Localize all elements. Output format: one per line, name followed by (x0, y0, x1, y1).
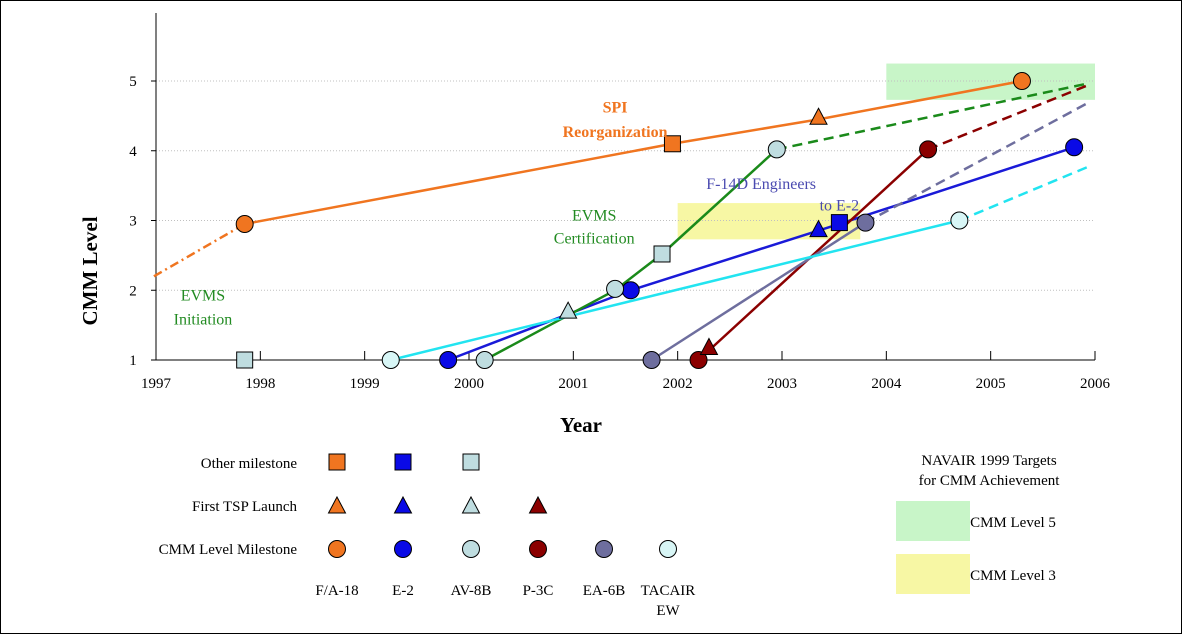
target-level3-swatch (896, 554, 970, 594)
marker-f-a-18-circle-3 (1012, 72, 1031, 90)
targets-title-line1: NAVAIR 1999 Targets (921, 453, 1057, 469)
legend-col-av8b: AV-8B (451, 583, 492, 599)
marker-e-2-circle-4 (1065, 138, 1084, 157)
legend-marker-square-av-8b (462, 453, 480, 471)
legend-marker-circle-av-8b (462, 540, 480, 558)
legend-marker-circle-tacair-ew (659, 540, 677, 558)
legend-row-other-milestone: Other milestone (201, 456, 298, 472)
marker-f-a-18-square-1 (663, 135, 681, 153)
x-tick-label-2006: 2006 (1080, 376, 1111, 392)
series-line-ea-6b-1 (864, 100, 1091, 224)
series-lines (153, 79, 1091, 362)
annotation-certification-3: Certification (554, 231, 635, 248)
marker-av-8b-circle-4 (767, 140, 786, 159)
x-tick-label-1998: 1998 (245, 376, 275, 392)
annotation-reorganization-1: Reorganization (563, 124, 668, 141)
target-regions (677, 63, 1095, 240)
targets-title-line2: for CMM Achievement (919, 473, 1061, 489)
legend-markers (327, 453, 677, 558)
series-line-f-a-18-1 (244, 79, 1023, 226)
series-line-av-8b-0 (484, 148, 778, 362)
y-tick-label-2: 2 (129, 283, 137, 299)
marker-av-8b-circle-0 (475, 351, 494, 369)
legend-marker-triangle-p-3c (528, 495, 548, 514)
series-line-av-8b-1 (776, 81, 1091, 151)
annotation-evms-4: EVMS (181, 288, 225, 305)
y-tick-label-1: 1 (129, 353, 137, 369)
legend-col-p3c: P-3C (523, 583, 554, 599)
series-line-e-2-0 (447, 146, 1075, 362)
legend-col-tacair: TACAIR (641, 583, 696, 599)
legend-col-e2: E-2 (392, 583, 414, 599)
marker-p-3c-triangle-1 (699, 337, 719, 355)
marker-e-2-circle-0 (439, 351, 458, 369)
gridlines (156, 80, 1095, 291)
x-tick-label-2001: 2001 (558, 376, 588, 392)
target-region-cmm-level-3 (677, 203, 861, 240)
legend-marker-square-e-2 (394, 453, 412, 471)
legend-row-first-tsp-launch: First TSP Launch (192, 499, 298, 515)
annotation-to-e-2-7: to E-2 (820, 198, 860, 215)
marker-f-a-18-triangle-2 (809, 107, 828, 125)
marker-av-8b-square-5 (236, 351, 254, 369)
annotation-f-14d-engineers-6: F-14D Engineers (706, 176, 816, 193)
x-tick-label-2002: 2002 (663, 376, 693, 392)
x-tick-label-2005: 2005 (976, 376, 1006, 392)
annotations: SPI Reorganization EVMS Certification EVMS In… (174, 99, 860, 328)
legend-marker-circle-p-3c (529, 540, 547, 558)
x-tick-label-2000: 2000 (454, 376, 484, 392)
y-tick-label-4: 4 (129, 144, 137, 160)
marker-e-2-square-3 (830, 214, 848, 232)
marker-av-8b-circle-1 (606, 279, 625, 298)
marker-ea-6b-circle-1 (856, 213, 875, 232)
legend-col-ea6b: EA-6B (583, 583, 626, 599)
target-level3-label: CMM Level 3 (970, 568, 1056, 584)
target-level5-swatch (896, 501, 970, 541)
x-tick-label-2003: 2003 (767, 376, 797, 392)
x-tick-label-2004: 2004 (871, 376, 902, 392)
target-region-cmm-level-5 (886, 63, 1095, 100)
targets-legend: NAVAIR 1999 Targets for CMM Achievement … (896, 453, 1060, 594)
marker-tacair-ew-circle-1 (950, 211, 969, 230)
legend-col-ew: EW (656, 603, 680, 619)
series-line-tacair-ew-1 (958, 164, 1091, 222)
marker-f-a-18-circle-0 (235, 214, 254, 233)
y-axis-title: CMM Level (78, 216, 102, 325)
series-line-p-3c-1 (927, 83, 1091, 151)
legend-marker-triangle-e-2 (393, 495, 413, 514)
marker-e-2-circle-1 (621, 281, 640, 300)
marker-e-2-triangle-2 (809, 219, 828, 238)
legend-marker-triangle-av-8b (461, 495, 481, 514)
legend-marker-circle-ea-6b (595, 540, 613, 558)
x-tick-label-1997: 1997 (141, 376, 172, 392)
marker-ea-6b-circle-0 (642, 351, 661, 369)
x-tick-label-1999: 1999 (350, 376, 380, 392)
legend-row-cmm-level-milestone: CMM Level Milestone (159, 542, 298, 558)
annotation-spi-0: SPI (603, 99, 628, 116)
y-tick-label-3: 3 (129, 214, 137, 230)
marker-av-8b-square-3 (653, 245, 671, 263)
x-axis-title: Year (560, 413, 602, 437)
legend-marker-circle-f-a-18 (328, 540, 346, 558)
annotation-evms-2: EVMS (572, 208, 616, 225)
series-line-ea-6b-0 (650, 221, 867, 362)
marker-p-3c-circle-2 (919, 140, 938, 159)
marker-p-3c-circle-0 (689, 351, 708, 369)
legend-marker-circle-e-2 (394, 540, 412, 558)
marker-legend: Other milestone First TSP Launch CMM Lev… (159, 453, 696, 619)
legend-col-fa18: F/A-18 (315, 583, 358, 599)
y-tick-label-5: 5 (129, 74, 137, 90)
target-level5-label: CMM Level 5 (970, 515, 1056, 531)
series-line-f-a-18-0 (153, 222, 246, 278)
marker-tacair-ew-circle-0 (381, 351, 400, 369)
legend-marker-square-f-a-18 (328, 453, 346, 471)
legend-marker-triangle-f-a-18 (327, 495, 347, 514)
tick-labels: 1 2 3 4 5 1997 1998 1999 2000 2001 2002 2003 2004 200… (129, 74, 1110, 392)
marker-av-8b-triangle-2 (558, 301, 578, 319)
series-line-tacair-ew-0 (390, 219, 960, 362)
series-markers (235, 72, 1084, 369)
annotation-initiation-5: Initiation (174, 311, 233, 328)
